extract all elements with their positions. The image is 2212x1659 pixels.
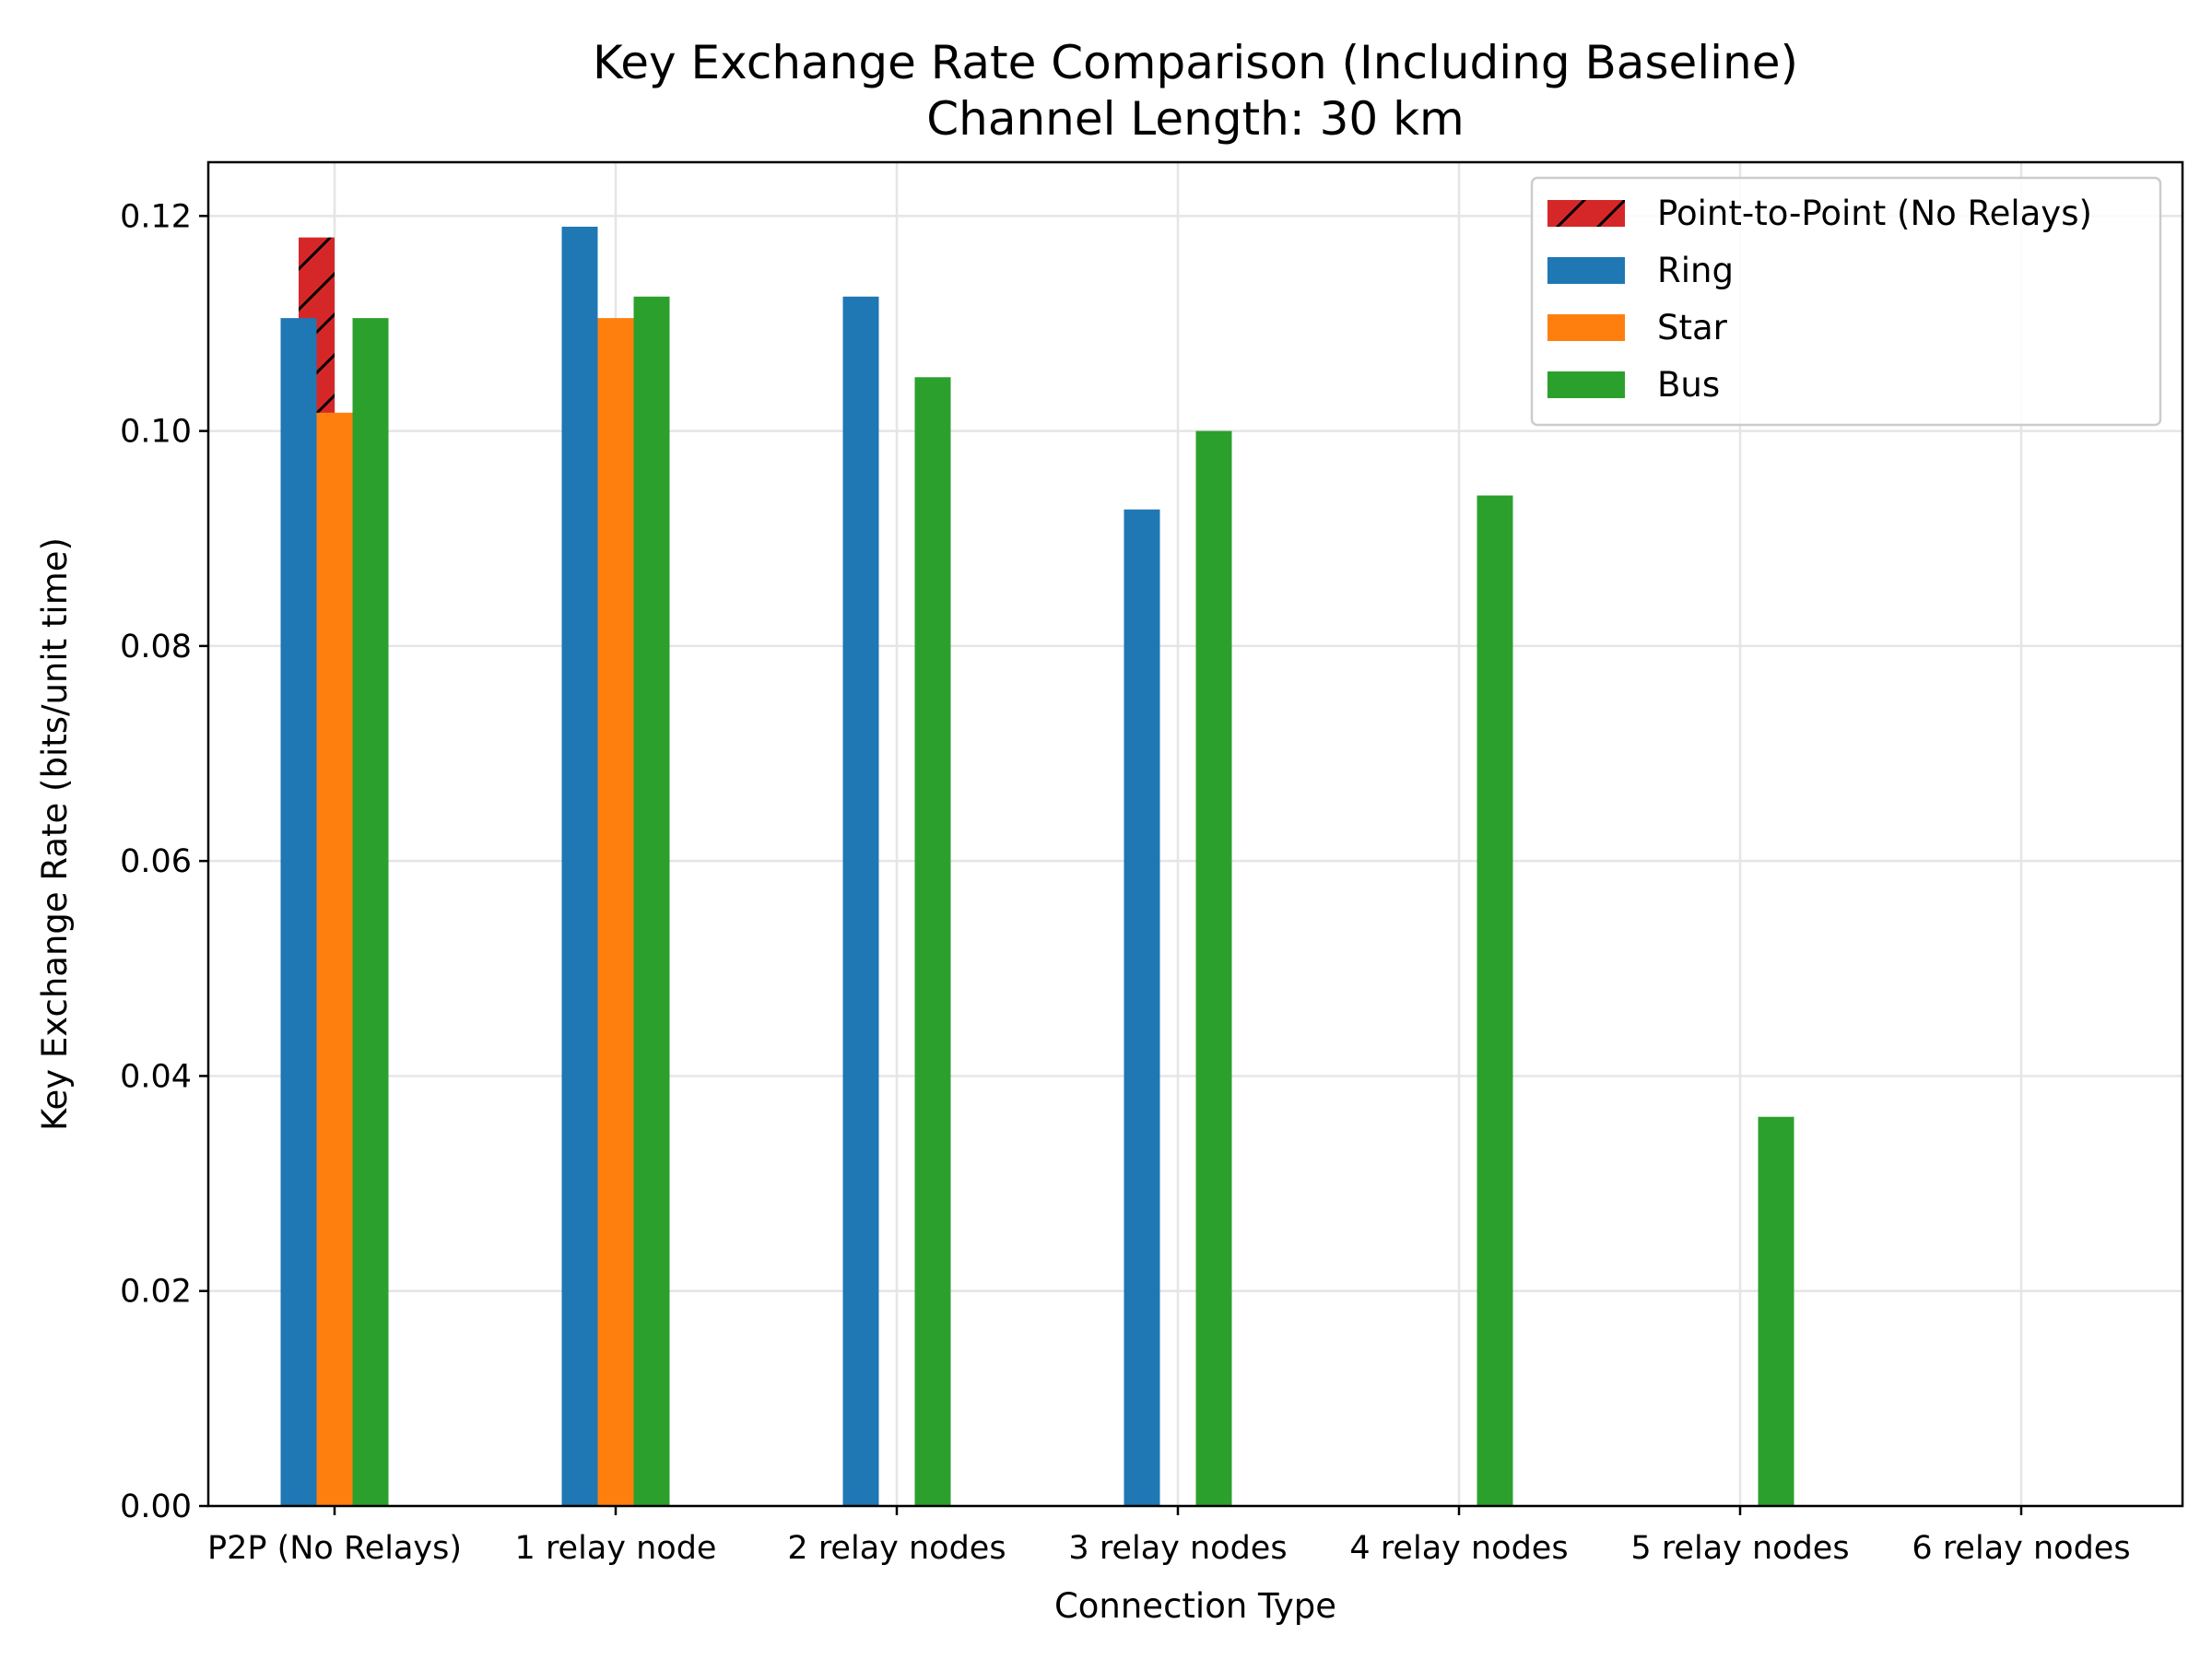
legend: Point-to-Point (No Relays) Ring Star Bus: [1530, 176, 2162, 427]
y-tick-label: 0.10: [120, 414, 192, 451]
y-tick-label: 0.08: [120, 629, 192, 665]
bar-bus-2: [914, 377, 951, 1506]
bar-ring-2: [842, 296, 879, 1506]
legend-label-1: Ring: [1657, 251, 1734, 290]
chart-title: Key Exchange Rate Comparison (Including …: [593, 36, 1798, 89]
y-axis-label: Key Exchange Rate (bits/unit time): [35, 537, 75, 1131]
bar-ring-1: [561, 226, 598, 1506]
legend-label-0: Point-to-Point (No Relays): [1657, 194, 2092, 233]
x-tick-label: 1 relay node: [515, 1530, 717, 1567]
legend-swatch-1: [1547, 257, 1625, 284]
legend-box: [1530, 176, 2162, 427]
bar-bus-4: [1477, 495, 1513, 1506]
x-tick-label: 4 relay nodes: [1349, 1530, 1568, 1567]
y-tick-label: 0.12: [120, 198, 192, 235]
bar-star-1: [597, 318, 634, 1507]
bar-ring-0: [280, 318, 317, 1507]
bar-bus-1: [633, 296, 670, 1506]
x-axis-ticks: P2P (No Relays) 1 relay node 2 relay nodes…: [207, 1506, 2131, 1567]
y-tick-label: 0.00: [120, 1488, 192, 1525]
bar-star-0: [316, 412, 353, 1506]
y-tick-label: 0.02: [120, 1274, 192, 1311]
y-tick-label: 0.04: [120, 1058, 192, 1095]
legend-swatch-3: [1547, 371, 1625, 398]
bar-bus-5: [1758, 1116, 1794, 1506]
bar-bus-3: [1195, 430, 1232, 1507]
bar-ring-3: [1124, 509, 1160, 1506]
legend-label-3: Bus: [1657, 365, 1720, 405]
x-tick-label: 6 relay nodes: [1912, 1530, 2130, 1567]
legend-label-2: Star: [1657, 308, 1728, 347]
legend-swatch-2: [1547, 314, 1625, 341]
y-tick-label: 0.06: [120, 843, 192, 880]
x-tick-label: 3 relay nodes: [1068, 1530, 1287, 1567]
chart-subtitle: Channel Length: 30 km: [926, 92, 1465, 146]
bar-bus-0: [352, 318, 389, 1507]
x-axis-label: Connection Type: [1054, 1586, 1336, 1626]
y-axis-ticks: 0.00 0.02 0.04 0.06 0.08 0.10 0.12: [120, 198, 208, 1525]
plot-frame: [206, 160, 2184, 1508]
x-tick-label: 2 relay nodes: [787, 1530, 1006, 1567]
bars: [280, 226, 1794, 1507]
legend-swatch-0: [1547, 200, 1625, 227]
x-tick-label: 5 relay nodes: [1630, 1530, 1849, 1567]
x-tick-label: P2P (No Relays): [207, 1530, 462, 1567]
